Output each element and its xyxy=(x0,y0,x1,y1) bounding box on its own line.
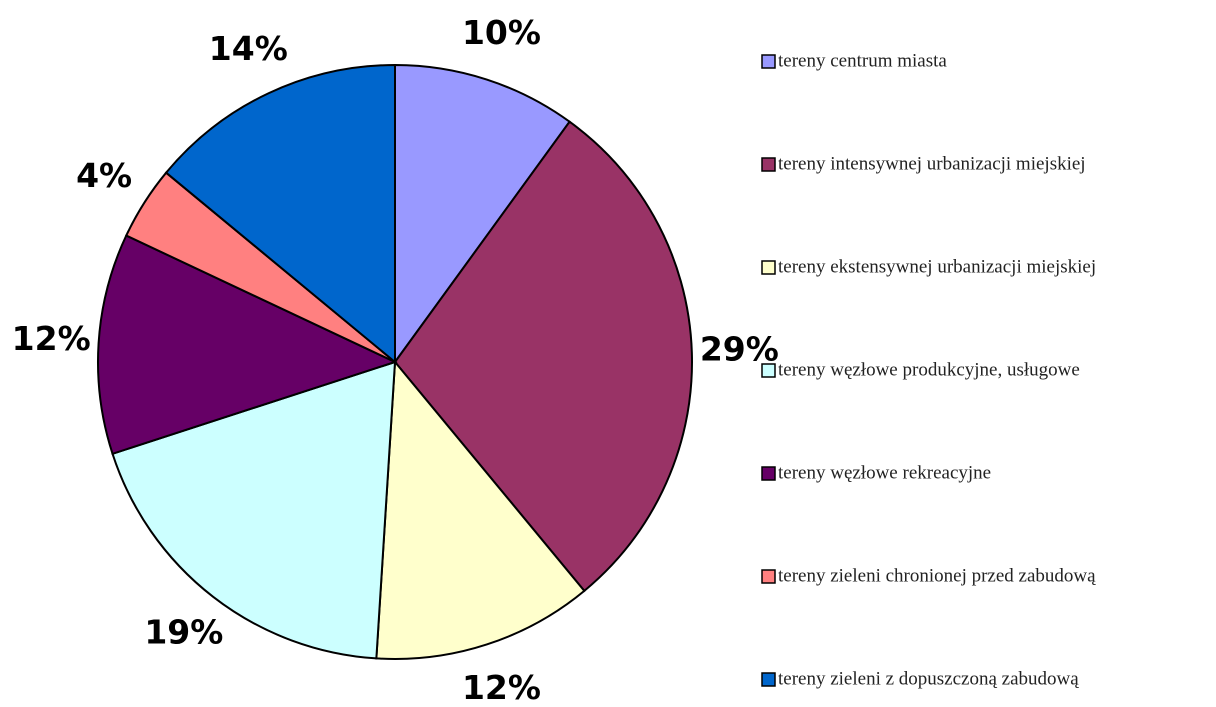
legend-label: tereny ekstensywnej urbanizacji miejskie… xyxy=(778,256,1096,277)
data-label: 10% xyxy=(462,13,541,52)
pie-slice xyxy=(97,234,398,456)
data-label: 19% xyxy=(144,613,223,652)
data-label: 29% xyxy=(700,330,779,369)
pie-slice xyxy=(375,359,586,660)
legend-swatch xyxy=(761,363,776,378)
legend-label: tereny zieleni chronionej przed zabudową xyxy=(778,565,1096,586)
data-label: 12% xyxy=(12,319,91,358)
legend-label: tereny zieleni z dopuszczoną zabudową xyxy=(778,668,1079,689)
pie-slice xyxy=(394,63,571,366)
pie-slice xyxy=(111,360,397,660)
legend-swatch xyxy=(761,569,776,584)
legend-swatch xyxy=(761,157,776,172)
legend-swatch xyxy=(761,466,776,481)
data-label: 14% xyxy=(209,29,288,68)
pie-slice xyxy=(393,120,693,593)
legend-label: tereny centrum miasta xyxy=(778,50,947,71)
legend-swatch xyxy=(761,672,776,687)
pie-slice xyxy=(164,63,396,365)
legend-label: tereny intensywnej urbanizacji miejskiej xyxy=(778,153,1086,174)
legend-swatch xyxy=(761,260,776,275)
data-label: 4% xyxy=(76,156,132,195)
legend-label: tereny węzłowe rekreacyjne xyxy=(778,462,991,483)
data-label: 12% xyxy=(462,668,541,707)
legend-swatch xyxy=(761,54,776,69)
legend-label: tereny węzłowe produkcyjne, usługowe xyxy=(778,359,1080,380)
